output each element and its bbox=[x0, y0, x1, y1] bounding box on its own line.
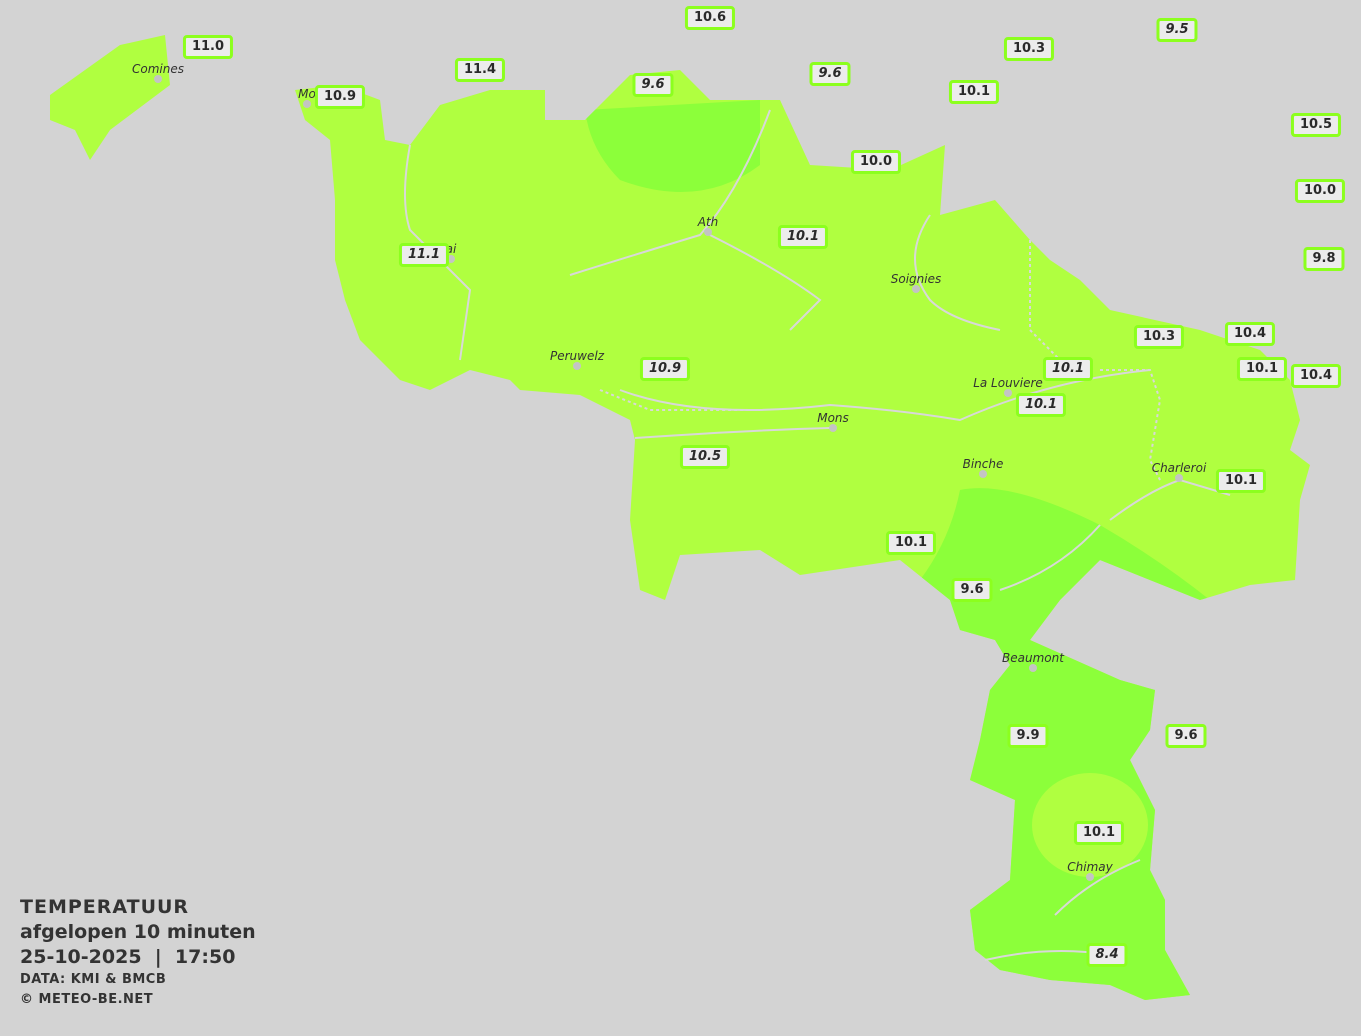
legend: TEMPERATUUR afgelopen 10 minuten 25-10-2… bbox=[20, 895, 256, 1010]
station-temperature-label[interactable]: 10.5 bbox=[679, 445, 731, 469]
city-dot bbox=[1086, 873, 1094, 881]
station-temperature-label[interactable]: 10.1 bbox=[1236, 357, 1288, 381]
city-dot bbox=[1175, 474, 1183, 482]
city-label: Soignies bbox=[890, 272, 942, 286]
station-temperature-label[interactable]: 10.0 bbox=[1294, 179, 1346, 203]
city-dot bbox=[1029, 664, 1037, 672]
station-temperature-label[interactable]: 10.1 bbox=[1015, 393, 1067, 417]
station-temperature-label[interactable]: 10.3 bbox=[1003, 37, 1055, 61]
station-temperature-label[interactable]: 9.6 bbox=[809, 62, 851, 86]
station-temperature-label[interactable]: 10.4 bbox=[1224, 322, 1276, 346]
legend-datetime: 25-10-2025 | 17:50 bbox=[20, 946, 236, 968]
city-label: ai bbox=[445, 242, 457, 256]
city-dot bbox=[829, 424, 837, 432]
station-temperature-label[interactable]: 10.4 bbox=[1290, 364, 1342, 388]
legend-subtitle: afgelopen 10 minuten bbox=[20, 921, 256, 943]
city-label: Comines bbox=[132, 62, 184, 76]
city-dot bbox=[154, 75, 162, 83]
city-label: Binche bbox=[962, 457, 1004, 471]
city-label: Mons bbox=[817, 411, 849, 425]
city-dot bbox=[704, 228, 712, 236]
station-temperature-label[interactable]: 9.6 bbox=[1165, 724, 1207, 748]
city-dot bbox=[447, 255, 455, 263]
city-label: Beaumont bbox=[1002, 651, 1064, 665]
station-temperature-label[interactable]: 10.3 bbox=[1133, 325, 1185, 349]
borders bbox=[599, 240, 1162, 481]
station-temperature-label[interactable]: 11.4 bbox=[454, 58, 506, 82]
legend-copyright: © METEO-BE.NET bbox=[20, 992, 154, 1007]
station-temperature-label[interactable]: 8.4 bbox=[1086, 943, 1128, 967]
station-temperature-label[interactable]: 10.1 bbox=[885, 531, 937, 555]
station-temperature-label[interactable]: 10.1 bbox=[1042, 357, 1094, 381]
station-temperature-label[interactable]: 10.1 bbox=[1073, 821, 1125, 845]
station-temperature-label[interactable]: 10.9 bbox=[639, 357, 691, 381]
station-temperature-label[interactable]: 10.0 bbox=[850, 150, 902, 174]
station-temperature-label[interactable]: 10.6 bbox=[684, 6, 736, 30]
city-label: La Louviere bbox=[973, 376, 1043, 390]
station-temperature-label[interactable]: 9.6 bbox=[632, 73, 674, 97]
city-dot bbox=[573, 362, 581, 370]
station-temperature-label[interactable]: 11.1 bbox=[398, 243, 450, 267]
city-label: Chimay bbox=[1067, 860, 1113, 874]
legend-title: TEMPERATUUR bbox=[20, 896, 190, 918]
city-dot bbox=[979, 470, 987, 478]
city-dot bbox=[303, 100, 311, 108]
city-label: Peruwelz bbox=[550, 349, 604, 363]
city-label: Mo bbox=[298, 87, 316, 101]
station-temperature-label[interactable]: 9.9 bbox=[1007, 724, 1049, 748]
station-temperature-label[interactable]: 10.5 bbox=[1290, 113, 1342, 137]
station-temperature-label[interactable]: 9.5 bbox=[1156, 18, 1198, 42]
legend-source: DATA: KMI & BMCB bbox=[20, 972, 167, 987]
station-temperature-label[interactable]: 10.9 bbox=[314, 85, 366, 109]
station-temperature-label[interactable]: 11.0 bbox=[182, 35, 234, 59]
city-dot bbox=[912, 285, 920, 293]
station-temperature-label[interactable]: 9.6 bbox=[951, 578, 993, 602]
station-temperature-label[interactable]: 10.1 bbox=[948, 80, 1000, 104]
city-dot bbox=[1004, 389, 1012, 397]
cool-zone-north bbox=[585, 100, 760, 192]
station-temperature-label[interactable]: 9.8 bbox=[1303, 247, 1345, 271]
station-temperature-label[interactable]: 10.1 bbox=[1215, 469, 1267, 493]
city-label: Charleroi bbox=[1151, 461, 1207, 475]
station-temperature-label[interactable]: 10.1 bbox=[777, 225, 829, 249]
city-label: Ath bbox=[697, 215, 719, 229]
